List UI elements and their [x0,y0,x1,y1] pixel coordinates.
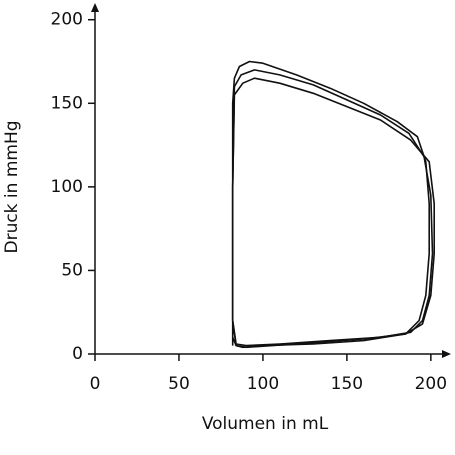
y-axis-label: Druck in mmHg [2,120,22,253]
x-tick-label: 100 [247,374,279,394]
x-tick-label: 200 [415,374,447,394]
x-tick-label: 50 [168,374,190,394]
x-axis-arrow [442,350,451,358]
x-tick-label: 150 [331,374,363,394]
y-axis-arrow [91,3,99,12]
x-axis-label: Volumen in mL [202,414,329,434]
pv-loop [231,60,430,349]
pv-loop [231,77,435,349]
y-tick-label: 200 [51,10,83,30]
y-tick-label: 150 [51,93,83,113]
x-tick-label: 0 [90,374,101,394]
y-tick-label: 100 [51,177,83,197]
pv-loop [231,69,434,347]
y-tick-label: 50 [61,260,83,280]
y-tick-label: 0 [72,344,83,364]
